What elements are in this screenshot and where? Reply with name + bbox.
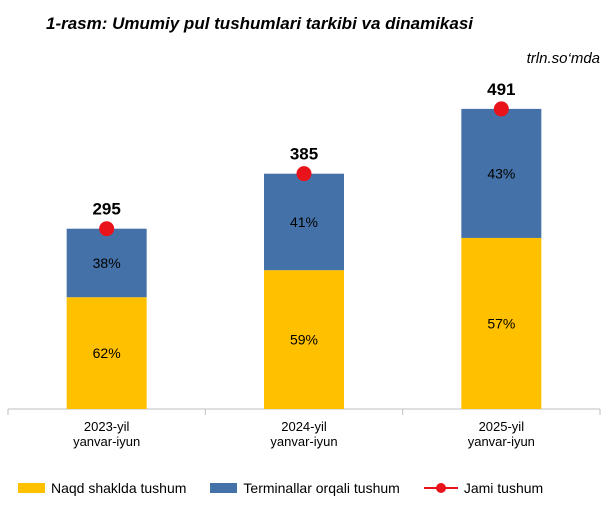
bar-segment-cash [461,237,542,409]
total-label: 295 [92,200,120,219]
chart-plot: 62%38%2952023-yilyanvar-iyun59%41%385202… [7,80,601,449]
data-label-cash: 59% [290,332,318,348]
legend: Naqd shaklda tushum Terminallar orqali t… [18,478,567,498]
x-tick-label: yanvar-iyun [468,434,535,449]
bar-segment-terminal [66,228,147,298]
x-tick-label: 2024-yil [281,419,327,434]
x-tick-label: yanvar-iyun [73,434,140,449]
legend-label-cash: Naqd shaklda tushum [51,480,187,496]
data-label-terminal: 43% [487,165,515,181]
total-marker [493,101,509,117]
bar-segment-terminal [461,108,542,238]
data-label-cash: 62% [93,345,121,361]
data-label-cash: 57% [487,315,515,331]
unit-label: trln.so‘mda [526,50,600,67]
data-label-terminal: 38% [93,255,121,271]
legend-swatch-cash [18,483,45,493]
legend-item-cash: Naqd shaklda tushum [18,480,186,496]
bar-segment-cash [264,270,344,409]
x-tick-label: 2023-yil [84,419,130,434]
chart-title: 1-rasm: Umumiy pul tushumlari tarkibi va… [46,14,474,33]
total-label: 385 [290,145,318,164]
bar-segment-terminal [264,173,344,271]
total-label: 491 [487,80,515,99]
data-label-terminal: 41% [290,214,318,230]
total-marker [99,221,115,237]
legend-item-total: Jami tushum [423,480,544,496]
total-marker [296,166,312,182]
legend-swatch-terminal [210,483,238,493]
legend-item-terminal: Terminallar orqali tushum [210,480,400,496]
x-tick-label: yanvar-iyun [270,434,337,449]
legend-label-terminal: Terminallar orqali tushum [243,480,400,496]
legend-label-total: Jami tushum [463,480,544,496]
bar-segment-cash [66,297,147,409]
legend-swatch-total [423,483,458,493]
x-tick-label: 2025-yil [479,419,525,434]
